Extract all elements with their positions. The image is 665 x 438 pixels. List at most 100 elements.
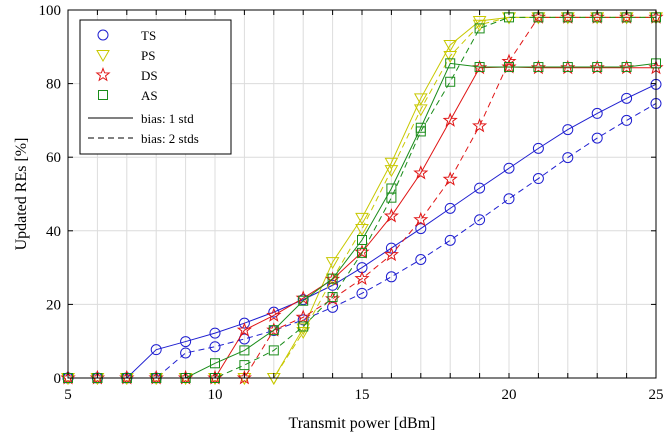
legend-label: AS	[141, 88, 158, 103]
x-tick-label: 10	[208, 387, 223, 403]
data-point	[238, 317, 250, 329]
legend-label: PS	[141, 48, 155, 63]
data-point	[415, 223, 427, 235]
x-tick-label: 25	[649, 387, 664, 403]
data-point	[532, 142, 544, 154]
y-tick-label: 0	[54, 371, 62, 387]
data-point	[327, 301, 339, 313]
data-point	[413, 165, 429, 180]
y-tick-label: 60	[46, 150, 61, 166]
data-point	[474, 62, 485, 73]
data-point	[209, 341, 221, 353]
data-point	[413, 211, 429, 227]
data-point	[445, 58, 456, 69]
data-point	[268, 325, 279, 336]
y-tick-label: 20	[46, 297, 61, 313]
data-point	[356, 287, 368, 299]
data-point	[621, 114, 633, 126]
data-point	[355, 223, 369, 236]
data-point	[150, 344, 162, 356]
y-tick-label: 40	[46, 224, 61, 240]
data-point	[210, 358, 220, 369]
data-point	[444, 234, 456, 246]
data-point	[442, 112, 458, 127]
data-point	[386, 192, 397, 203]
legend-marker	[95, 67, 111, 82]
data-point	[268, 345, 279, 356]
legend-marker	[97, 29, 109, 41]
data-point	[327, 292, 338, 303]
series-line	[68, 83, 657, 379]
y-tick-label: 100	[39, 3, 62, 19]
legend-marker	[98, 90, 108, 100]
data-point	[443, 39, 458, 52]
data-point	[504, 62, 514, 73]
series-line	[68, 16, 656, 379]
data-point	[298, 295, 309, 306]
data-point	[442, 171, 458, 186]
data-point	[413, 93, 428, 106]
data-point	[592, 62, 603, 73]
data-point	[474, 214, 486, 226]
data-point	[180, 336, 192, 348]
data-point	[445, 76, 456, 87]
data-point	[501, 53, 517, 68]
data-point	[298, 321, 309, 332]
y-tick-label: 80	[46, 77, 61, 93]
data-point	[385, 271, 397, 283]
data-point	[357, 235, 367, 245]
data-point	[591, 107, 603, 119]
data-point	[357, 247, 367, 258]
data-point	[591, 132, 603, 144]
data-point	[472, 16, 487, 29]
data-point	[413, 104, 428, 117]
ticks: 0 20 40 60 80 100 5 10 15 20 25	[39, 3, 664, 403]
legend: TS PS DS AS bias: 1 std bias: 2 stds	[79, 19, 232, 155]
data-point	[474, 23, 485, 34]
data-point	[355, 212, 369, 225]
data-point	[472, 117, 488, 133]
data-point	[562, 62, 573, 73]
legend-label: bias: 2 stds	[141, 131, 199, 146]
data-point	[503, 193, 515, 205]
series-line	[68, 16, 656, 379]
series-line	[68, 103, 657, 379]
legend-box	[79, 19, 232, 155]
data-point	[621, 92, 633, 104]
data-point	[474, 182, 486, 194]
data-point	[325, 257, 340, 270]
data-point	[239, 345, 250, 356]
data-point	[266, 307, 282, 322]
x-tick-label: 20	[502, 387, 517, 403]
data-point	[236, 322, 252, 337]
data-point	[533, 62, 544, 73]
legend-label: TS	[141, 28, 156, 43]
legend-label: bias: 1 std	[141, 111, 194, 126]
data-point	[383, 208, 399, 223]
data-point	[295, 309, 311, 324]
data-point	[444, 202, 456, 214]
legend-marker	[96, 50, 110, 63]
x-tick-label: 5	[64, 387, 72, 403]
data-point	[327, 279, 339, 291]
data-point	[209, 327, 221, 339]
legend-label: DS	[141, 68, 158, 83]
data-point	[621, 62, 632, 73]
data-point	[354, 270, 370, 286]
data-point	[562, 152, 574, 164]
x-axis-label: Transmit power [dBm]	[289, 415, 436, 432]
data-point	[327, 273, 338, 284]
data-point	[180, 347, 192, 359]
data-point	[532, 173, 544, 185]
data-point	[503, 162, 515, 174]
data-point	[472, 19, 487, 32]
data-point	[239, 360, 250, 371]
data-point	[415, 254, 427, 266]
data-point	[384, 165, 399, 178]
y-axis-label: Updated REs [%]	[13, 138, 30, 251]
data-point	[383, 246, 399, 262]
data-point	[297, 314, 309, 326]
data-point	[562, 124, 574, 136]
data-point	[236, 370, 252, 385]
